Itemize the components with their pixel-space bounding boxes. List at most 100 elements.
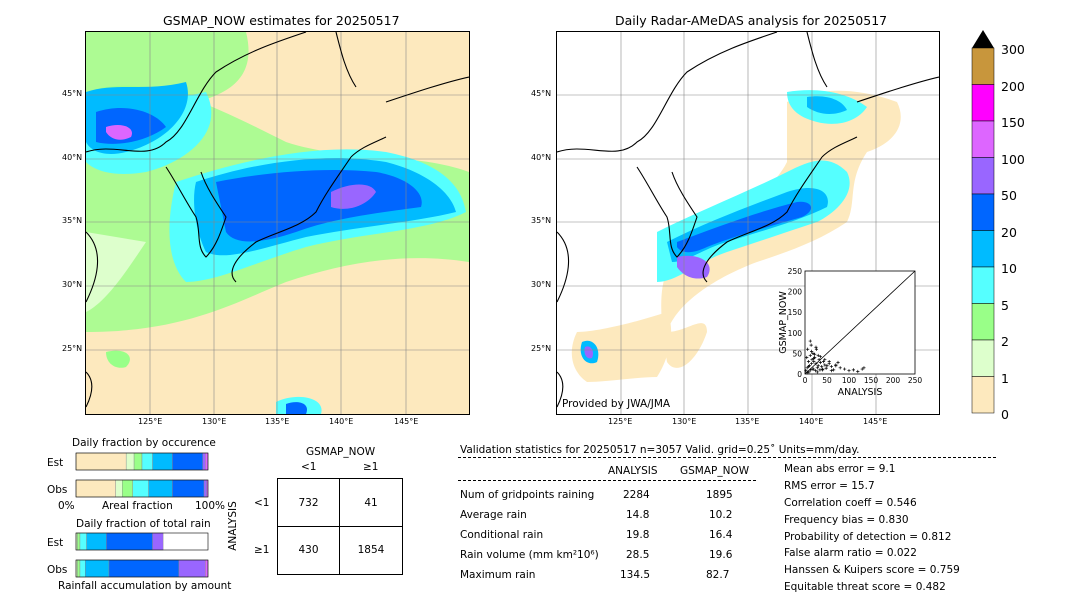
scatter-y-tick: 0 bbox=[797, 370, 802, 379]
rain-bar-segment bbox=[85, 559, 110, 578]
left-lon-135: 135°E bbox=[265, 417, 290, 426]
scatter-point bbox=[847, 369, 851, 373]
left-lat-35: 35°N bbox=[62, 216, 83, 225]
colorbar-segment bbox=[971, 303, 995, 341]
occurrence-bar-segment bbox=[172, 452, 203, 471]
left-lon-140: 140°E bbox=[329, 417, 354, 426]
scatter-point bbox=[829, 369, 833, 373]
right-map-title: Daily Radar-AMeDAS analysis for 20250517 bbox=[615, 13, 888, 28]
occ-label-obs: Obs bbox=[47, 484, 68, 496]
occurrence-bar-segment bbox=[202, 452, 206, 471]
rain-bar-outline bbox=[75, 559, 209, 578]
cb-label-200: 200 bbox=[1001, 79, 1025, 94]
right-lat-35: 35°N bbox=[531, 216, 552, 225]
score-mae: Mean abs error = 9.1 bbox=[784, 463, 896, 475]
scatter-y-tick: 150 bbox=[788, 308, 803, 317]
right-lat-45: 45°N bbox=[531, 89, 552, 98]
scatter-x-label: ANALYSIS bbox=[838, 387, 883, 398]
score-rms: RMS error = 15.7 bbox=[784, 480, 875, 492]
scatter-x-tick: 0 bbox=[803, 376, 808, 385]
stats-col-rule bbox=[458, 480, 756, 481]
colorbar-segment bbox=[971, 376, 995, 414]
rain-label-obs: Obs bbox=[47, 564, 68, 576]
scatter-point bbox=[815, 366, 819, 370]
left-lat-30: 30°N bbox=[62, 280, 83, 289]
scatter-point bbox=[804, 369, 808, 373]
colorbar-segment bbox=[971, 84, 995, 122]
cb-label-1: 1 bbox=[1001, 371, 1009, 386]
ct-col-title: GSMAP_NOW bbox=[306, 446, 376, 458]
scatter-point bbox=[812, 356, 816, 360]
scatter-point bbox=[805, 355, 809, 360]
occurrence-bar-segment bbox=[141, 452, 153, 471]
occurrence-bar-segment bbox=[132, 479, 149, 498]
left-lat-40: 40°N bbox=[62, 153, 83, 162]
stats-analysis-value: 14.8 bbox=[626, 509, 650, 521]
total-rain-bars bbox=[75, 532, 209, 578]
scatter-point bbox=[860, 367, 864, 371]
stats-gsmap-value: 1895 bbox=[706, 489, 733, 501]
stats-col-analysis: ANALYSIS bbox=[608, 465, 658, 477]
scatter-point bbox=[836, 360, 840, 365]
ct-cell-01: 41 bbox=[364, 497, 378, 509]
scatter-point bbox=[808, 339, 812, 343]
right-lat-30: 30°N bbox=[531, 280, 552, 289]
scatter-point bbox=[812, 360, 816, 364]
occurrence-title: Daily fraction by occurence bbox=[72, 437, 216, 449]
cb-label-50: 50 bbox=[1001, 188, 1017, 203]
ct-col-ge1: ≥1 bbox=[363, 461, 379, 473]
stats-analysis-value: 134.5 bbox=[620, 569, 651, 581]
scatter-point bbox=[811, 367, 815, 371]
ct-row-title: ANALYSIS bbox=[226, 501, 239, 551]
scatter-y-tick: 250 bbox=[788, 267, 803, 276]
stats-header-rule bbox=[458, 457, 996, 458]
occurrence-bar-segment bbox=[172, 479, 205, 498]
score-corr: Correlation coeff = 0.546 bbox=[784, 497, 917, 509]
occurrence-bar-segment bbox=[115, 479, 123, 498]
scatter-point bbox=[806, 360, 811, 364]
scatter-point bbox=[862, 366, 866, 370]
rain-bar-outline bbox=[75, 532, 209, 551]
colorbar-segment bbox=[971, 339, 995, 377]
total-rain-title: Daily fraction of total rain bbox=[76, 518, 211, 530]
occurrence-bar-segment bbox=[148, 479, 173, 498]
scatter-y-tick: 50 bbox=[792, 349, 802, 358]
ct-cell-11: 1854 bbox=[357, 544, 385, 556]
scatter-point bbox=[851, 368, 855, 372]
rain-bar-segment bbox=[106, 532, 153, 551]
cb-label-0: 0 bbox=[1001, 407, 1009, 422]
scatter-point bbox=[810, 362, 814, 366]
left-lon-145: 145°E bbox=[394, 417, 419, 426]
colorbar-segment bbox=[971, 266, 995, 304]
occurrence-bar-segment bbox=[75, 479, 116, 498]
scatter-point bbox=[806, 347, 810, 351]
scatter-point bbox=[838, 366, 842, 370]
contingency-table: 732 41 430 1854 bbox=[277, 478, 403, 575]
scatter-point bbox=[829, 364, 833, 369]
right-lon-135: 135°E bbox=[735, 417, 760, 426]
scatter-point bbox=[823, 363, 827, 367]
scatter-point bbox=[814, 345, 818, 349]
occurrence-bar-segment bbox=[152, 452, 173, 471]
scatter-point bbox=[815, 370, 819, 374]
scatter-point bbox=[816, 364, 820, 368]
occurrence-bar-segment bbox=[205, 452, 209, 471]
scatter-point bbox=[825, 364, 829, 368]
scatter-x-tick: 50 bbox=[822, 376, 832, 385]
scatter-y-tick: 200 bbox=[788, 288, 803, 297]
stats-analysis-value: 19.8 bbox=[626, 529, 650, 541]
rain-bar-segment bbox=[205, 559, 209, 578]
scatter-point bbox=[821, 360, 826, 364]
occurrence-bar-segment bbox=[122, 479, 133, 498]
data-credit: Provided by JWA/JMA bbox=[562, 398, 671, 410]
stats-gsmap-value: 16.4 bbox=[709, 529, 733, 541]
cb-label-10: 10 bbox=[1001, 261, 1017, 276]
occurrence-bar-outline bbox=[75, 452, 209, 471]
cb-label-150: 150 bbox=[1001, 115, 1025, 130]
scatter-point bbox=[856, 369, 860, 374]
scatter-point bbox=[816, 353, 820, 358]
cb-label-2: 2 bbox=[1001, 334, 1009, 349]
left-map-title: GSMAP_NOW estimates for 20250517 bbox=[163, 13, 400, 28]
colorbar-segment bbox=[971, 230, 995, 268]
scatter-point bbox=[834, 364, 838, 368]
